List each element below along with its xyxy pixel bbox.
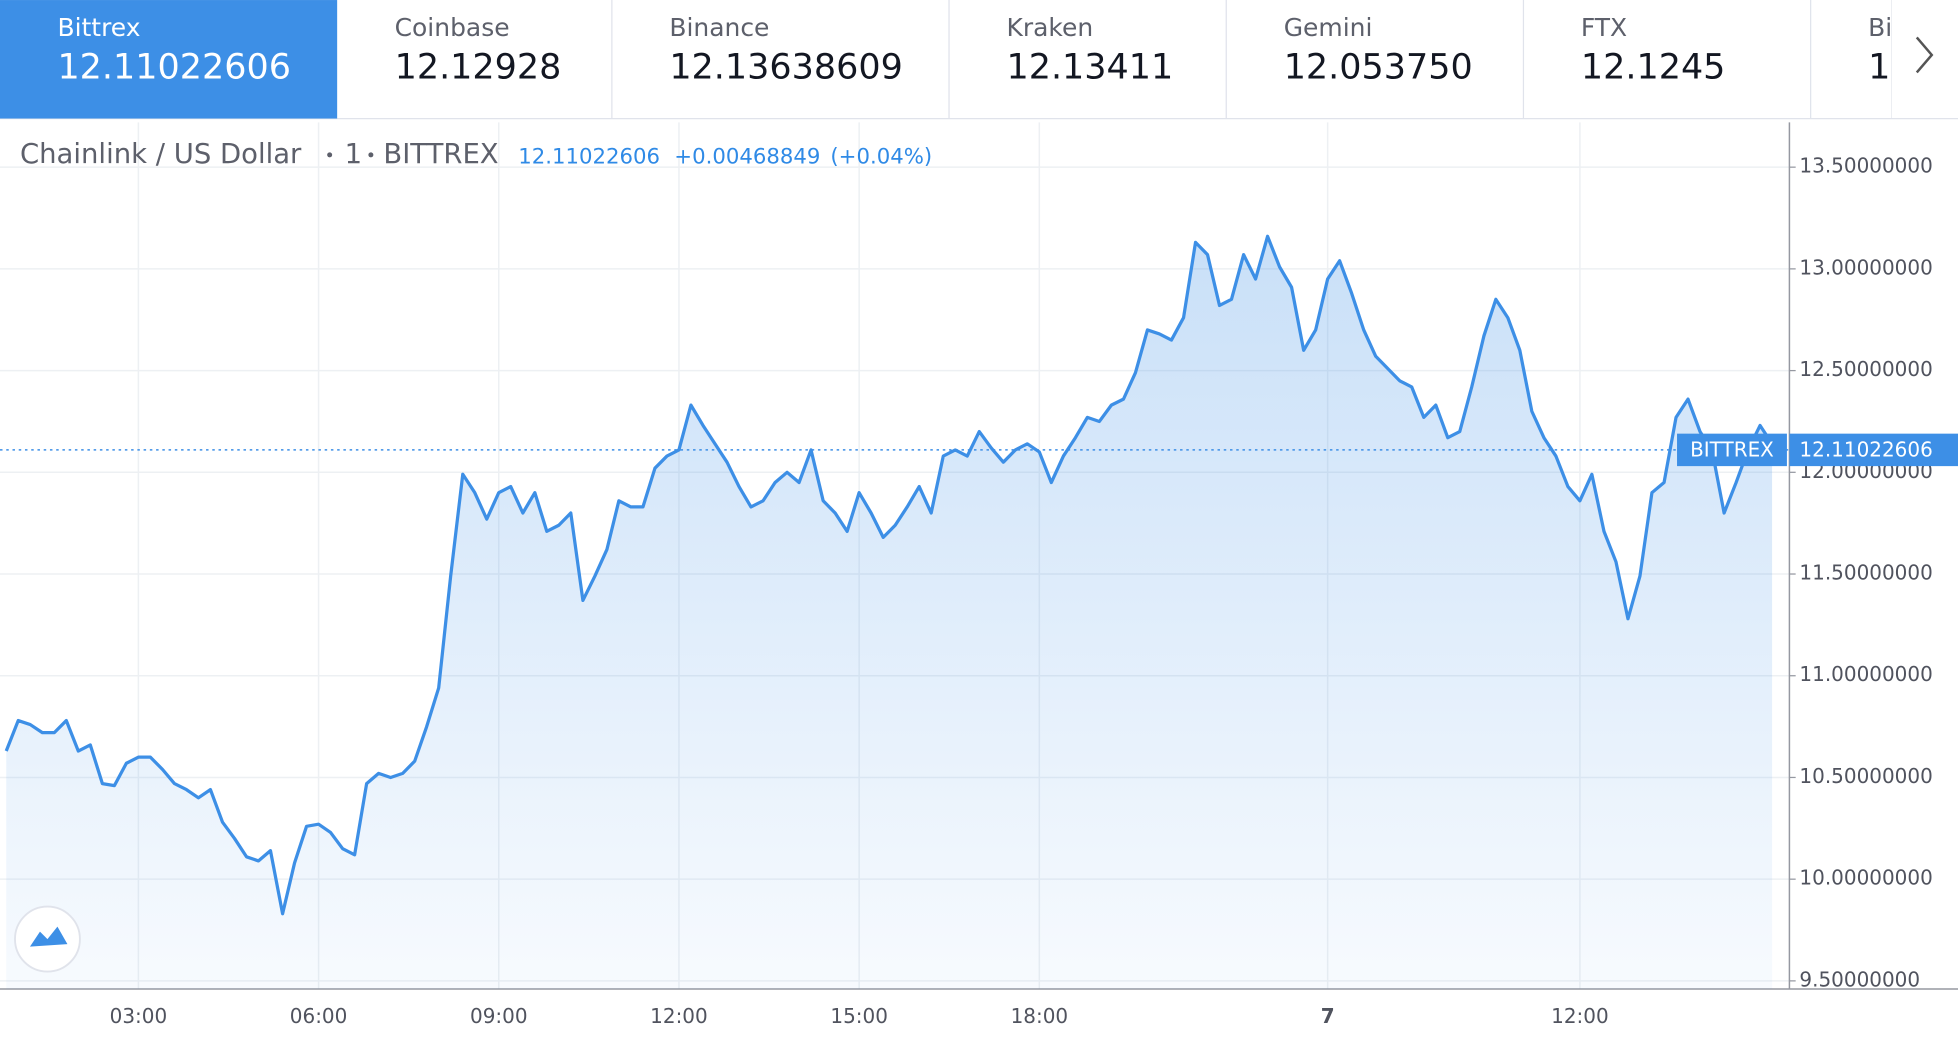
header-price: 12.11022606 (518, 144, 660, 169)
header-change: +0.00468849 (674, 144, 820, 169)
last-price-tag-bg (1677, 433, 1787, 467)
exchange: BITTREX (383, 139, 498, 170)
exchange-tab[interactable]: Bittrex 12.11022606 (0, 0, 338, 119)
tab-price: 12. (1868, 48, 1924, 88)
y-tick-label: 11.50000000 (1799, 561, 1932, 585)
exchange-tab[interactable]: FTX 12.1245 (1581, 0, 1812, 119)
x-tick-label: 06:00 (290, 1004, 348, 1028)
area-fill (6, 236, 1773, 990)
y-tick-label: 10.50000000 (1799, 764, 1932, 788)
y-tick-label: 11.00000000 (1799, 662, 1932, 686)
tab-active-bg (0, 0, 338, 119)
x-tick-label: 7 (1321, 1004, 1335, 1028)
exchange-tab[interactable]: Binance 12.13638609 (669, 0, 950, 119)
tab-price: 12.11022606 (57, 48, 290, 88)
y-tick-label: 13.50000000 (1799, 154, 1932, 178)
tab-price: 12.1245 (1581, 48, 1726, 88)
symbol: Chainlink / US Dollar (20, 139, 302, 170)
last-price-axis-bg (1789, 433, 1958, 467)
last-price-tag: BITTREX (1690, 438, 1774, 462)
price-line (4, 234, 1774, 916)
x-tick-label: 09:00 (470, 1004, 528, 1028)
interval: 1 (345, 139, 362, 170)
tab-name: Gemini (1284, 13, 1373, 42)
plot: 9.50000000 10.00000000 10.50000000 11.00000… (0, 122, 1958, 1028)
x-tick-label: 18:00 (1011, 1004, 1069, 1028)
y-tick-label: 9.50000000 (1799, 967, 1920, 991)
tab-name: Coinbase (395, 13, 510, 42)
y-tick-label: 13.00000000 (1799, 255, 1932, 279)
last-price-axis-label: 12.11022606 (1799, 438, 1932, 462)
tab-name: Binance (669, 13, 769, 42)
y-tick-label: 12.50000000 (1799, 357, 1932, 381)
y-tick-label: 10.00000000 (1799, 866, 1932, 890)
exchange-tab[interactable]: Coinbase 12.12928 (395, 0, 613, 119)
tab-name: Bitfi (1868, 13, 1918, 42)
x-tick-label: 12:00 (650, 1004, 708, 1028)
exchange-tab[interactable]: Gemini 12.053750 (1284, 0, 1525, 119)
tab-price: 12.13411 (1006, 48, 1173, 88)
logo-icon (29, 926, 68, 947)
x-tick-label: 12:00 (1551, 1004, 1609, 1028)
tab-name: Kraken (1006, 13, 1093, 42)
x-tick-label: 15:00 (830, 1004, 888, 1028)
tab-price: 12.053750 (1284, 48, 1473, 88)
scroll-arrow[interactable] (1915, 36, 1934, 74)
exchange-tab[interactable]: Kraken 12.13411 (1006, 0, 1227, 119)
tab-price: 12.12928 (395, 48, 562, 88)
tab-name: FTX (1581, 13, 1627, 42)
exchange-tab[interactable]: Bitfi 12. (1868, 0, 1924, 119)
tab-name: Bittrex (57, 13, 140, 42)
header-change-pct: (+0.04%) (830, 144, 932, 169)
separator (368, 152, 374, 158)
separator (327, 152, 333, 158)
tab-price: 12.13638609 (669, 48, 903, 88)
tabs: Bittrex 12.11022606 Coinbase 12.12928 Binanc… (0, 0, 1924, 119)
x-tick-label: 03:00 (110, 1004, 168, 1028)
